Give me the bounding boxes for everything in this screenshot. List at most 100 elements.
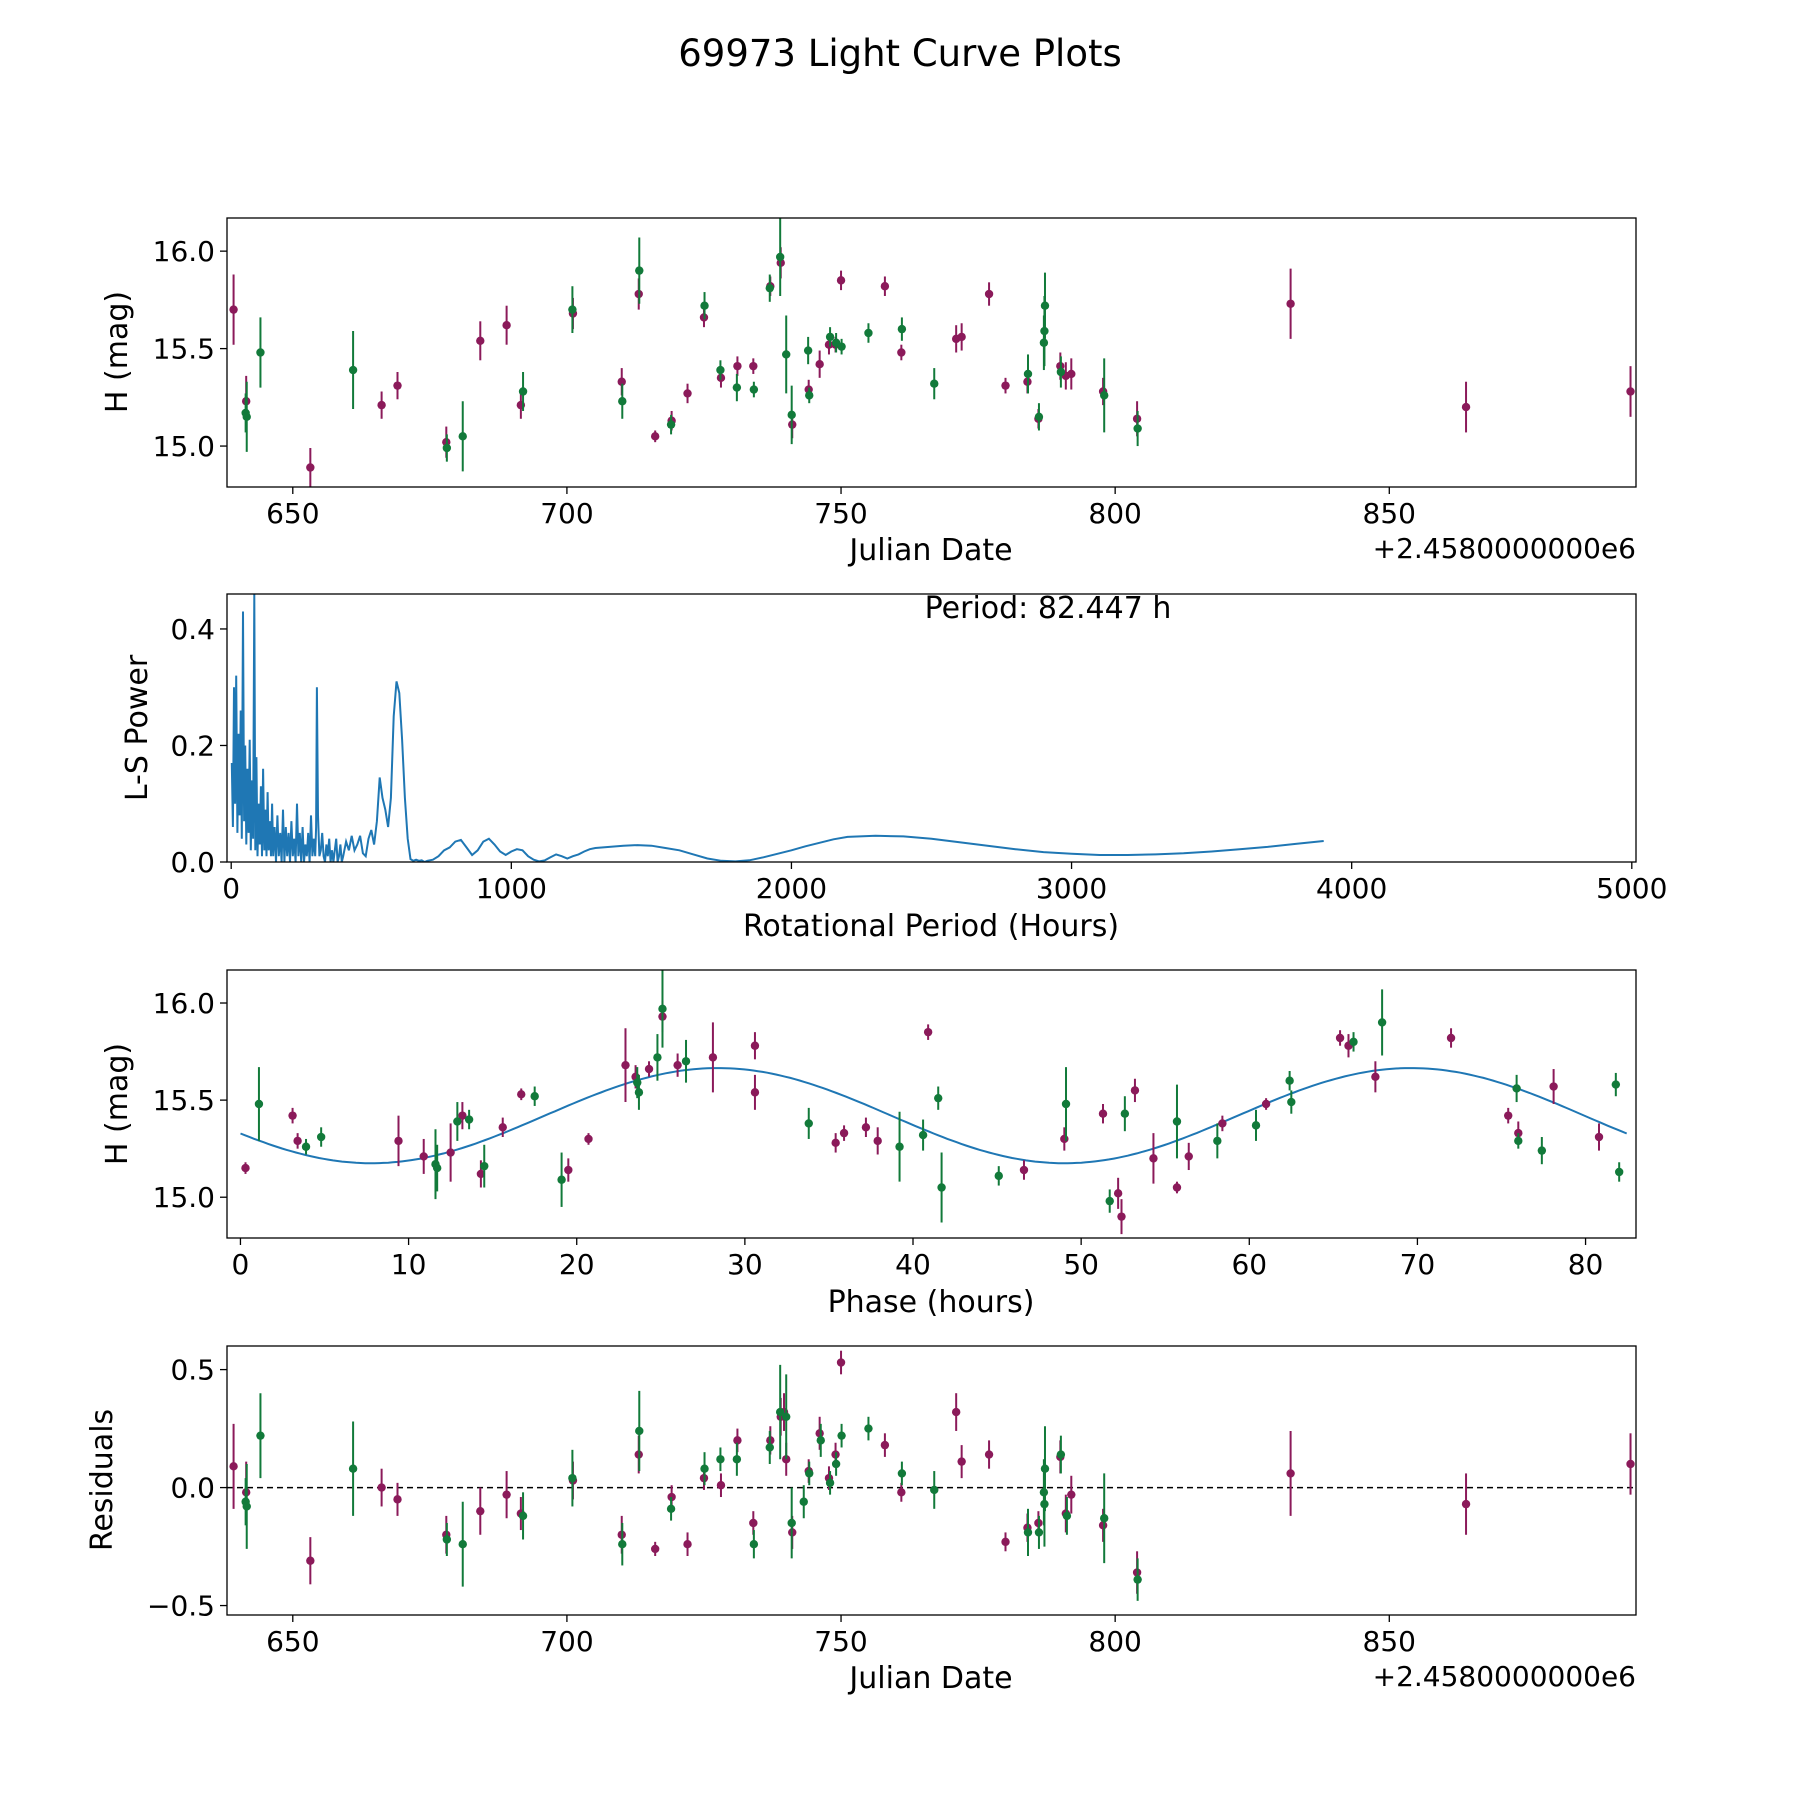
lightcurve-point-band1: [617, 377, 626, 386]
residuals-point-band2: [749, 1540, 759, 1549]
lightcurve-point-band1: [1286, 299, 1295, 308]
lightcurve-xtick-label: 800: [1088, 497, 1141, 530]
lightcurve-point-band1: [229, 305, 238, 314]
phase-point-band2: [994, 1171, 1003, 1181]
lightcurve-point-band2: [1034, 412, 1044, 422]
periodogram-panel: 0 1000 2000 3000 4000 5000 0.0 0.2 0.4 Period: 8…: [120, 591, 1667, 944]
phase-point-band2: [1611, 1080, 1621, 1089]
phase-point-band1: [839, 1128, 849, 1138]
lightcurve-point-band2: [442, 443, 452, 453]
phase-point-band1: [1446, 1033, 1456, 1043]
phase-point-band2: [681, 1057, 691, 1066]
residuals-point-band1: [1461, 1499, 1471, 1509]
lightcurve-point-band1: [502, 321, 511, 330]
lightcurve-point-band1: [984, 289, 994, 299]
phase-xtick-label: 50: [1063, 1248, 1099, 1281]
phase-ytick-label: 15.0: [153, 1181, 215, 1214]
phase-point-band2: [1349, 1037, 1358, 1047]
residuals-point-band2: [799, 1497, 808, 1506]
phase-point-band2: [464, 1115, 474, 1124]
phase-point-band2: [934, 1093, 943, 1103]
lightcurve-point-band2: [1040, 301, 1050, 310]
residuals-point-band2: [458, 1540, 467, 1549]
phase-xtick-label: 20: [559, 1248, 595, 1281]
residuals-point-band2: [816, 1436, 825, 1445]
residuals-point-band2: [1034, 1528, 1044, 1537]
phase-point-band2: [1514, 1136, 1523, 1146]
lightcurve-point-band2: [775, 252, 785, 262]
lightcurve-marks: [229, 218, 1635, 487]
lightcurve-point-band1: [377, 400, 386, 410]
lightcurve-offset-text: +2.4580000000e6: [1373, 532, 1636, 565]
residuals-point-band1: [957, 1457, 966, 1466]
phase-point-band1: [476, 1169, 486, 1179]
phase-point-band1: [1218, 1119, 1227, 1128]
phase-point-band1: [750, 1041, 760, 1050]
residuals-ticks: 650 700 750 800 850 −0.5 0.0 0.5: [147, 1354, 1416, 1658]
figure-title: 69973 Light Curve Plots: [678, 32, 1122, 75]
phase-point-band1: [831, 1138, 840, 1148]
phase-xtick-label: 60: [1231, 1248, 1267, 1281]
residuals-point-band2: [775, 1407, 785, 1417]
residuals-point-band2: [864, 1424, 873, 1433]
residuals-point-band2: [805, 1469, 814, 1478]
periodogram-plot-area: [230, 594, 1324, 862]
lightcurve-point-band2: [700, 301, 709, 310]
residuals-point-band2: [1062, 1511, 1072, 1521]
phase-point-band2: [1614, 1167, 1624, 1177]
residuals-point-band1: [1098, 1521, 1108, 1530]
lightcurve-point-band2: [837, 342, 846, 351]
periodogram-xtick-label: 5000: [1596, 872, 1667, 905]
phase-point-band1: [873, 1136, 882, 1146]
residuals-point-band2: [825, 1478, 835, 1488]
lightcurve-point-band1: [1461, 402, 1471, 412]
lightcurve-xtick-label: 700: [540, 497, 593, 530]
residuals-point-band1: [749, 1518, 758, 1528]
lightcurve-point-band1: [1626, 387, 1635, 396]
residuals-point-band1: [476, 1506, 485, 1516]
phase-point-band1: [517, 1090, 526, 1099]
lightcurve-point-band2: [930, 379, 939, 388]
lightcurve-point-band2: [732, 383, 742, 392]
periodogram-xtick-label: 0: [222, 872, 240, 905]
phase-point-band2: [1287, 1097, 1296, 1107]
phase-point-band1: [1117, 1212, 1126, 1221]
residuals-point-band1: [951, 1407, 961, 1417]
phase-point-band2: [653, 1053, 662, 1062]
residuals-point-band2: [1056, 1450, 1066, 1459]
lightcurve-point-band1: [733, 361, 742, 371]
residuals-point-band2: [930, 1485, 939, 1495]
residuals-point-band2: [732, 1455, 742, 1464]
phase-point-band1: [1549, 1082, 1558, 1091]
residuals-point-band1: [1626, 1459, 1635, 1469]
lightcurve-point-band2: [1056, 367, 1066, 377]
residuals-point-band1: [733, 1436, 742, 1445]
phase-point-band1: [394, 1136, 403, 1146]
residuals-point-band1: [650, 1544, 660, 1554]
phase-fit-curve: [240, 1067, 1628, 1165]
lightcurve-ylabel: H (mag): [100, 291, 135, 413]
lightcurve-ytick-label: 16.0: [153, 235, 215, 268]
residuals-point-band1: [393, 1495, 402, 1504]
residuals-point-band2: [765, 1443, 774, 1452]
phase-point-band2: [254, 1099, 264, 1109]
residuals-point-band2: [787, 1518, 796, 1528]
lightcurve-point-band1: [1001, 381, 1010, 390]
residuals-offset-text: +2.4580000000e6: [1373, 1660, 1636, 1693]
residuals-xtick-label: 800: [1088, 1625, 1141, 1658]
phase-point-band1: [1019, 1165, 1029, 1175]
residuals-point-band2: [1040, 1464, 1050, 1473]
phase-point-band1: [293, 1136, 302, 1146]
phase-point-band1: [1149, 1154, 1158, 1163]
lightcurve-point-band1: [749, 361, 758, 371]
phase-ytick-label: 16.0: [153, 987, 215, 1020]
lightcurve-point-band2: [825, 332, 835, 342]
phase-point-band1: [1504, 1111, 1513, 1120]
phase-point-band2: [530, 1092, 539, 1101]
phase-point-band1: [241, 1163, 250, 1173]
phase-point-band1: [1371, 1072, 1380, 1082]
lightcurve-ytick-label: 15.5: [153, 333, 215, 366]
lightcurve-point-band2: [568, 305, 577, 314]
lightcurve-point-band2: [864, 328, 873, 338]
